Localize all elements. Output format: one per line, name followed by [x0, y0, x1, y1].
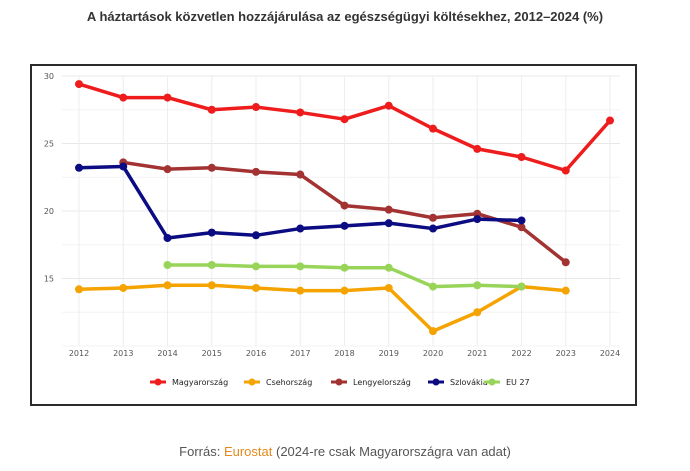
y-tick-label: 25	[44, 140, 54, 149]
series-0-point	[296, 108, 305, 117]
series-0-point	[517, 153, 526, 161]
series-3-point	[252, 231, 260, 240]
y-tick-label: 15	[44, 275, 54, 284]
chart-frame: 15 20 25 30 2012 2013 2014 2015 2016 2017 2018 2019…	[30, 64, 637, 406]
series-3-point	[163, 234, 172, 242]
series-2-point	[429, 213, 437, 222]
series-1-point	[252, 283, 260, 292]
legend-swatch-point	[432, 378, 440, 386]
legend-label: Lengyelország	[353, 378, 411, 387]
source-link[interactable]: Eurostat	[223, 444, 273, 459]
series-1-point	[163, 281, 172, 290]
series-1-point	[340, 286, 349, 295]
series-0-point	[163, 93, 172, 102]
x-tick-label: 2014	[157, 349, 177, 358]
series-2-point	[517, 223, 526, 232]
series-3-point	[296, 224, 305, 233]
x-tick-label: 2023	[556, 349, 576, 358]
series-4-point	[252, 262, 260, 271]
x-tick-label: 2013	[113, 349, 133, 358]
series-0-point	[75, 80, 83, 89]
series-0-point	[606, 116, 614, 125]
x-tick-label: 2019	[379, 349, 399, 358]
series-3-point	[517, 216, 526, 225]
legend-label: Magyarország	[172, 378, 228, 387]
legend-label: EU 27	[506, 378, 530, 387]
series-4-point	[473, 281, 482, 290]
series-0-point	[340, 115, 349, 124]
legend-label: Szlovákia	[450, 378, 488, 387]
series-1-point	[296, 286, 305, 295]
series-0-point	[252, 103, 260, 112]
series-4-point	[207, 261, 216, 269]
series-1-point	[207, 281, 216, 290]
series-4-point	[429, 282, 437, 291]
series-3-point	[473, 215, 482, 224]
series-2-point	[384, 205, 393, 214]
series-0-point	[119, 93, 128, 102]
series-0-point	[561, 166, 570, 175]
x-tick-label: 2016	[246, 349, 266, 358]
series-4-point	[296, 262, 305, 271]
series-4-point	[384, 263, 393, 272]
series-1-point	[561, 286, 570, 295]
series-3-point	[340, 221, 349, 230]
line-chart: 15 20 25 30 2012 2013 2014 2015 2016 2017 2018 2019…	[44, 72, 620, 387]
legend-label: Csehország	[266, 378, 312, 387]
x-tick-label: 2021	[467, 349, 487, 358]
legend-swatch-point	[488, 378, 496, 386]
series-2-point	[561, 258, 570, 267]
series-3-point	[75, 163, 83, 172]
x-tick-label: 2022	[511, 349, 531, 358]
series-0-point	[384, 101, 393, 110]
x-tick-label: 2020	[423, 349, 443, 358]
series-2-point	[207, 163, 216, 172]
x-tick-label: 2024	[600, 349, 620, 358]
series-1-line	[77, 283, 568, 333]
legend-swatch-point	[335, 378, 343, 386]
series-2-point	[296, 170, 305, 179]
series-4-point	[163, 261, 172, 269]
x-tick-label: 2012	[69, 349, 89, 358]
series-2-point	[163, 165, 172, 174]
series-1-point	[75, 285, 83, 294]
series-4-point	[517, 282, 526, 291]
series-3-point	[119, 162, 128, 171]
series-3-point	[429, 224, 437, 233]
series-0-point	[429, 124, 437, 133]
source-note: Forrás: Eurostat (2024-re csak Magyarors…	[0, 444, 690, 459]
y-tick-label: 20	[44, 207, 54, 216]
x-tick-label: 2017	[290, 349, 310, 358]
series-0-point	[207, 105, 216, 114]
series-4-point	[340, 263, 349, 272]
x-tick-label: 2018	[334, 349, 354, 358]
series-1-point	[429, 327, 437, 336]
legend-swatch-point	[154, 378, 162, 386]
series-1-point	[473, 308, 482, 317]
series-2-point	[340, 201, 349, 210]
y-tick-label: 30	[44, 72, 54, 81]
source-prefix: Forrás:	[179, 444, 224, 459]
legend-swatch-point	[248, 378, 256, 386]
series-2-point	[252, 167, 260, 176]
chart-title: A háztartások közvetlen hozzájárulása az…	[86, 9, 604, 24]
series-0-point	[473, 144, 482, 153]
series-3-point	[384, 219, 393, 228]
series-1-point	[384, 283, 393, 292]
source-suffix: (2024-re csak Magyarországra van adat)	[272, 444, 511, 459]
series-1-point	[119, 283, 128, 292]
x-tick-label: 2015	[202, 349, 222, 358]
series-3-point	[207, 228, 216, 237]
